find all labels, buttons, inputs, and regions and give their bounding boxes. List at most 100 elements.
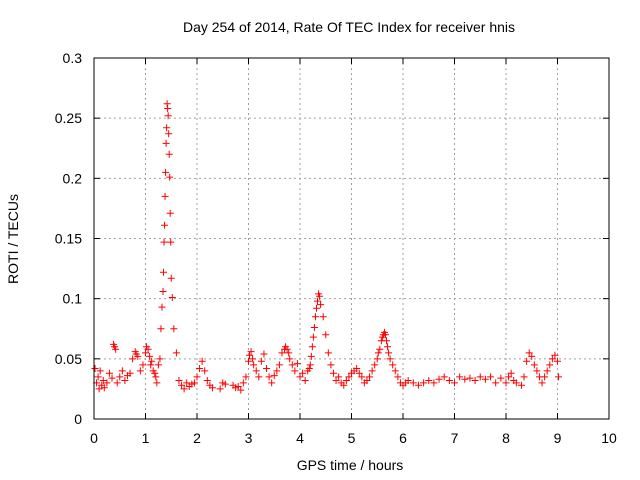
data-point xyxy=(358,373,366,381)
data-point xyxy=(342,376,350,384)
x-tick-label: 3 xyxy=(245,430,253,446)
data-point xyxy=(153,379,161,387)
data-point xyxy=(497,374,505,382)
data-point xyxy=(162,168,170,176)
data-point xyxy=(139,361,147,369)
data-point xyxy=(208,384,216,392)
x-tick-label: 9 xyxy=(554,430,562,446)
data-point xyxy=(160,238,168,246)
grid xyxy=(94,58,609,419)
data-point xyxy=(324,349,332,357)
data-point xyxy=(461,375,469,383)
data-point xyxy=(160,268,168,276)
data-point xyxy=(316,292,324,300)
data-point xyxy=(166,173,174,181)
y-tick-label: 0.05 xyxy=(55,351,82,367)
data-points xyxy=(91,100,563,394)
data-point xyxy=(152,373,160,381)
data-point xyxy=(555,373,563,381)
x-axis-label: GPS time / hours xyxy=(297,457,404,473)
data-point xyxy=(435,375,443,383)
data-point xyxy=(329,369,337,377)
data-point xyxy=(252,367,260,375)
data-point xyxy=(425,376,433,384)
data-point xyxy=(291,367,299,375)
y-tick-label: 0.3 xyxy=(63,50,83,66)
data-point xyxy=(505,373,513,381)
data-point xyxy=(385,349,393,357)
data-point xyxy=(95,385,103,393)
data-point xyxy=(368,367,376,375)
y-tick-label: 0.15 xyxy=(55,231,82,247)
data-point xyxy=(105,369,113,377)
data-point xyxy=(404,376,412,384)
data-point xyxy=(270,372,278,380)
data-point xyxy=(551,351,559,359)
data-point xyxy=(180,385,188,393)
x-tick-labels: 0 1 2 3 4 5 6 7 8 9 10 xyxy=(90,430,617,446)
data-point xyxy=(170,325,178,333)
data-point xyxy=(288,361,296,369)
data-point xyxy=(476,373,484,381)
data-point xyxy=(451,379,458,387)
data-point xyxy=(384,343,392,351)
data-point xyxy=(163,124,171,132)
data-point xyxy=(363,376,371,384)
x-tick-label: 10 xyxy=(601,430,617,446)
data-point xyxy=(353,364,361,372)
data-point xyxy=(136,367,144,375)
data-point xyxy=(314,297,322,305)
data-point xyxy=(492,379,500,387)
data-point xyxy=(312,304,320,312)
axis-ticks xyxy=(93,57,610,420)
data-point xyxy=(167,274,175,282)
data-point xyxy=(311,313,319,321)
data-point xyxy=(322,331,330,339)
data-point xyxy=(440,373,448,381)
data-point xyxy=(268,379,276,387)
data-point xyxy=(198,357,206,365)
data-point xyxy=(172,349,180,357)
data-point xyxy=(183,379,191,387)
data-point xyxy=(146,352,154,360)
data-point xyxy=(203,376,211,384)
data-point xyxy=(487,373,495,381)
data-point xyxy=(260,350,268,358)
data-point xyxy=(307,352,315,360)
data-point xyxy=(144,345,152,353)
data-point xyxy=(175,376,183,384)
data-point xyxy=(523,357,531,365)
y-axis-label: ROTI / TECUs xyxy=(5,194,21,284)
data-point xyxy=(373,355,381,363)
x-tick-label: 0 xyxy=(90,430,98,446)
data-point xyxy=(319,313,327,321)
data-point xyxy=(148,357,156,365)
data-point xyxy=(355,369,363,377)
data-point xyxy=(91,364,99,372)
data-point xyxy=(456,373,464,381)
data-point xyxy=(242,373,250,381)
x-tick-label: 2 xyxy=(193,430,201,446)
data-point xyxy=(96,367,104,375)
data-point xyxy=(167,238,175,246)
data-point xyxy=(178,381,186,389)
data-point xyxy=(255,373,263,381)
data-point xyxy=(221,380,229,388)
data-point xyxy=(420,379,428,387)
data-point xyxy=(245,357,252,365)
data-point xyxy=(502,379,510,387)
data-point xyxy=(156,355,164,363)
data-point xyxy=(366,373,374,381)
data-point xyxy=(308,343,316,351)
data-point xyxy=(520,373,528,381)
data-point xyxy=(165,150,173,158)
data-point xyxy=(286,355,294,363)
data-point xyxy=(103,379,111,387)
data-point xyxy=(285,349,293,357)
data-point xyxy=(161,221,169,229)
data-point xyxy=(541,373,549,381)
data-point xyxy=(445,376,453,384)
data-point xyxy=(121,376,129,384)
data-point xyxy=(525,349,533,357)
data-point xyxy=(554,357,561,365)
